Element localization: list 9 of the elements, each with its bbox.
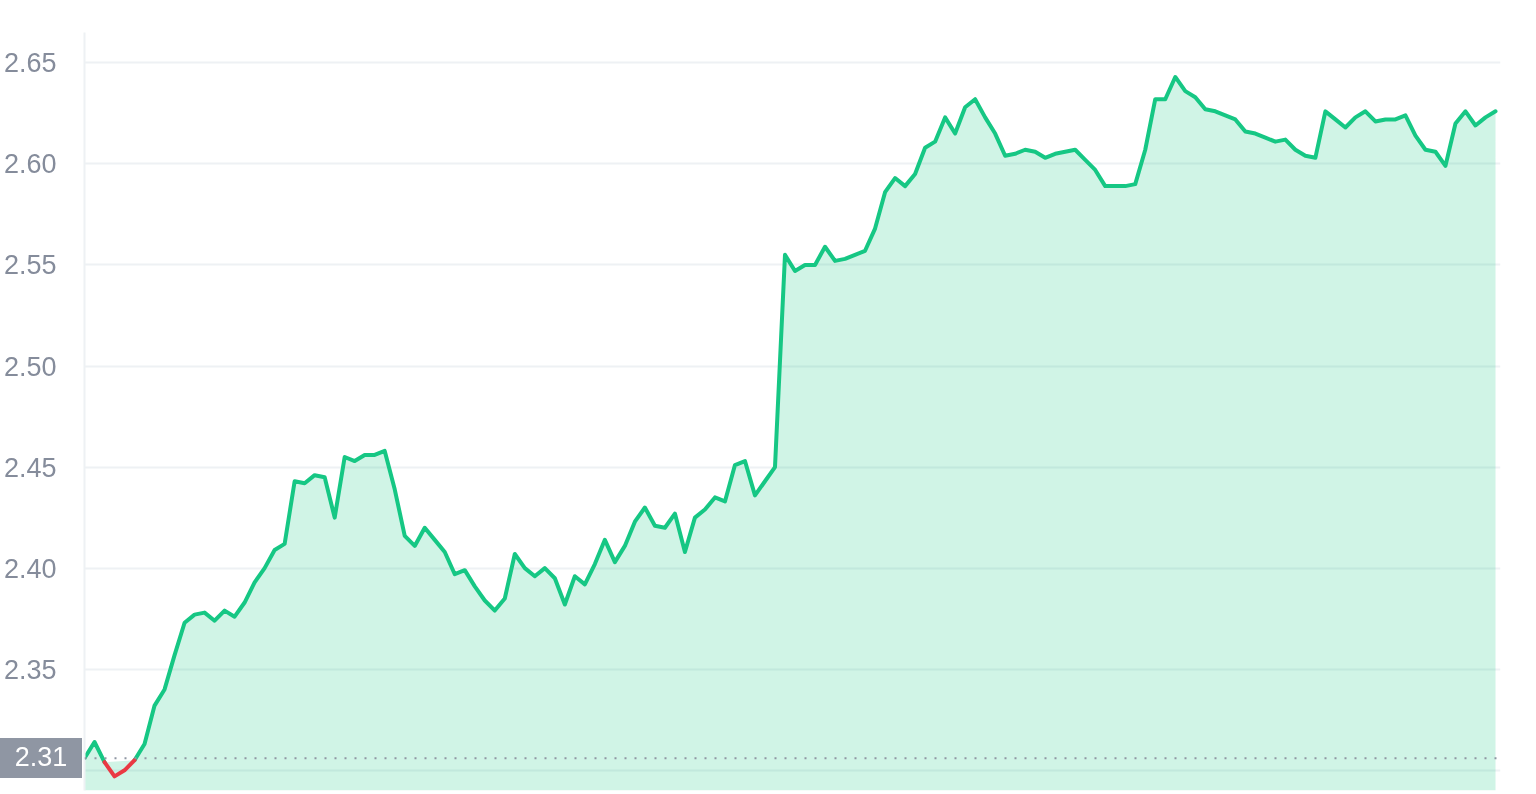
y-tick-label: 2.65	[3, 48, 57, 79]
y-tick-label: 2.60	[3, 149, 57, 180]
y-tick-label: 2.45	[3, 452, 57, 483]
y-tick-label: 2.55	[3, 250, 57, 281]
y-tick-label: 2.40	[3, 553, 57, 584]
line-series	[102, 758, 137, 779]
y-tick-label: 2.50	[3, 351, 57, 382]
y-tick-label: 2.35	[3, 654, 57, 685]
ref-line-label: 2.31	[0, 737, 82, 778]
